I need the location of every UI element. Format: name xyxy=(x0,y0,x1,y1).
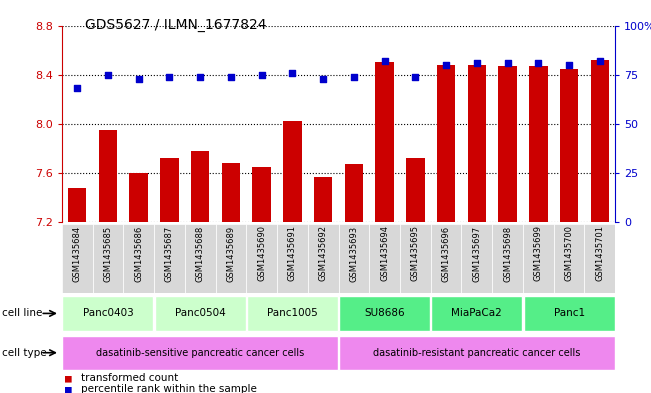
Text: percentile rank within the sample: percentile rank within the sample xyxy=(81,384,257,393)
Bar xyxy=(437,65,455,222)
Point xyxy=(195,73,205,80)
FancyBboxPatch shape xyxy=(92,224,123,293)
FancyBboxPatch shape xyxy=(123,224,154,293)
Text: GSM1435685: GSM1435685 xyxy=(104,225,113,281)
Bar xyxy=(68,187,87,222)
Text: Panc0403: Panc0403 xyxy=(83,309,133,318)
Text: GSM1435689: GSM1435689 xyxy=(227,225,236,281)
Text: GSM1435692: GSM1435692 xyxy=(318,225,327,281)
Bar xyxy=(99,130,117,222)
Text: GSM1435693: GSM1435693 xyxy=(350,225,359,281)
Text: GSM1435701: GSM1435701 xyxy=(595,225,604,281)
Text: cell type: cell type xyxy=(2,348,47,358)
Bar xyxy=(253,167,271,222)
Text: GSM1435688: GSM1435688 xyxy=(196,225,204,282)
Point xyxy=(471,60,482,66)
Point xyxy=(133,75,144,82)
Text: GSM1435691: GSM1435691 xyxy=(288,225,297,281)
Text: GSM1435686: GSM1435686 xyxy=(134,225,143,282)
Bar xyxy=(376,62,394,222)
FancyBboxPatch shape xyxy=(62,336,338,370)
Text: GSM1435698: GSM1435698 xyxy=(503,225,512,281)
Bar xyxy=(344,164,363,222)
Text: GSM1435696: GSM1435696 xyxy=(441,225,450,281)
Text: MiaPaCa2: MiaPaCa2 xyxy=(452,309,502,318)
Text: GSM1435695: GSM1435695 xyxy=(411,225,420,281)
FancyBboxPatch shape xyxy=(523,224,554,293)
FancyBboxPatch shape xyxy=(154,224,185,293)
FancyBboxPatch shape xyxy=(339,296,430,331)
Point xyxy=(318,75,328,82)
FancyBboxPatch shape xyxy=(277,224,308,293)
Point xyxy=(380,58,390,64)
FancyBboxPatch shape xyxy=(523,296,615,331)
FancyBboxPatch shape xyxy=(339,224,369,293)
Text: ■: ■ xyxy=(65,384,72,393)
FancyBboxPatch shape xyxy=(185,224,215,293)
FancyBboxPatch shape xyxy=(432,296,522,331)
Text: GSM1435687: GSM1435687 xyxy=(165,225,174,282)
Point xyxy=(564,62,574,68)
Point xyxy=(72,85,83,92)
Text: GSM1435694: GSM1435694 xyxy=(380,225,389,281)
Text: GSM1435700: GSM1435700 xyxy=(564,225,574,281)
FancyBboxPatch shape xyxy=(400,224,431,293)
FancyBboxPatch shape xyxy=(339,336,615,370)
Text: Panc1: Panc1 xyxy=(553,309,585,318)
Bar xyxy=(529,66,547,222)
Text: Panc0504: Panc0504 xyxy=(175,309,225,318)
Text: GSM1435684: GSM1435684 xyxy=(73,225,82,281)
Text: GDS5627 / ILMN_1677824: GDS5627 / ILMN_1677824 xyxy=(85,18,266,32)
Point xyxy=(533,60,544,66)
Point xyxy=(103,72,113,78)
FancyBboxPatch shape xyxy=(155,296,245,331)
Text: ■: ■ xyxy=(65,373,72,383)
Bar xyxy=(283,121,301,222)
FancyBboxPatch shape xyxy=(308,224,339,293)
Bar xyxy=(191,151,210,222)
Text: cell line: cell line xyxy=(2,309,42,318)
Bar xyxy=(467,65,486,222)
Bar xyxy=(590,60,609,222)
Point xyxy=(503,60,513,66)
Point xyxy=(287,70,298,76)
Point xyxy=(256,72,267,78)
FancyBboxPatch shape xyxy=(246,224,277,293)
Text: transformed count: transformed count xyxy=(81,373,178,383)
Point xyxy=(349,73,359,80)
Point xyxy=(441,62,451,68)
FancyBboxPatch shape xyxy=(215,224,246,293)
FancyBboxPatch shape xyxy=(554,224,585,293)
FancyBboxPatch shape xyxy=(62,296,154,331)
Text: GSM1435699: GSM1435699 xyxy=(534,225,543,281)
Text: dasatinib-sensitive pancreatic cancer cells: dasatinib-sensitive pancreatic cancer ce… xyxy=(96,348,304,358)
Text: GSM1435690: GSM1435690 xyxy=(257,225,266,281)
FancyBboxPatch shape xyxy=(462,224,492,293)
Text: SU8686: SU8686 xyxy=(365,309,405,318)
Point xyxy=(410,73,421,80)
FancyBboxPatch shape xyxy=(585,224,615,293)
Bar xyxy=(314,176,333,222)
Text: dasatinib-resistant pancreatic cancer cells: dasatinib-resistant pancreatic cancer ce… xyxy=(373,348,581,358)
Text: Panc1005: Panc1005 xyxy=(267,309,318,318)
Text: GSM1435697: GSM1435697 xyxy=(473,225,481,281)
Bar xyxy=(406,158,424,222)
Bar xyxy=(130,173,148,222)
FancyBboxPatch shape xyxy=(62,224,92,293)
Point xyxy=(594,58,605,64)
FancyBboxPatch shape xyxy=(369,224,400,293)
Bar xyxy=(560,68,578,222)
FancyBboxPatch shape xyxy=(247,296,338,331)
Point xyxy=(164,73,174,80)
Bar xyxy=(499,66,517,222)
Bar xyxy=(160,158,178,222)
Bar xyxy=(222,163,240,222)
FancyBboxPatch shape xyxy=(431,224,462,293)
FancyBboxPatch shape xyxy=(492,224,523,293)
Point xyxy=(226,73,236,80)
